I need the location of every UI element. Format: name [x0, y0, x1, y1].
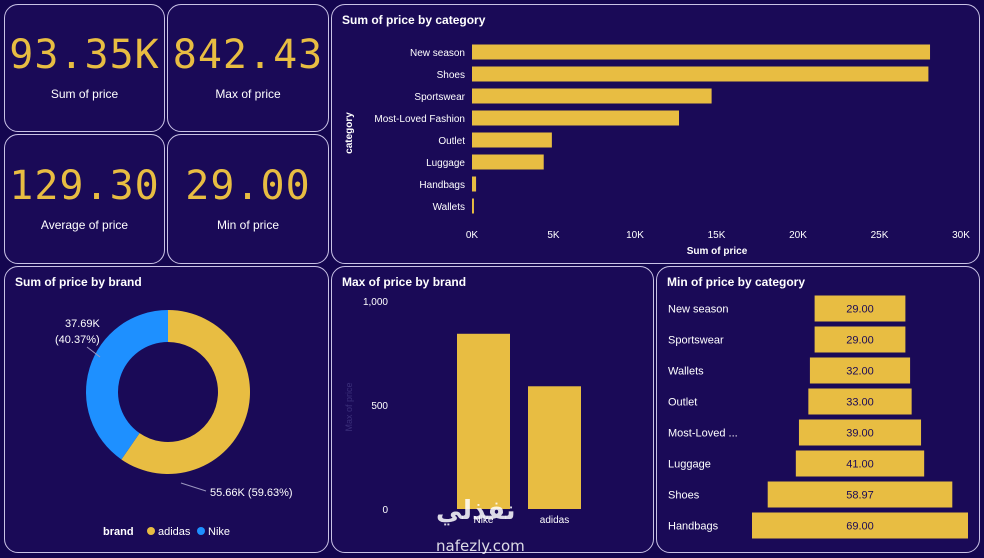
- chart-title: Sum of price by brand: [15, 275, 142, 289]
- legend-marker-adidas: [147, 527, 155, 535]
- funnel-data-label: 33.00: [846, 397, 874, 409]
- y-tick-label: 1,000: [363, 297, 388, 308]
- kpi-card-max-price: 842.43 Max of price: [167, 4, 329, 132]
- funnel-bar[interactable]: [809, 357, 911, 384]
- y-axis-title: category: [344, 112, 355, 154]
- x-axis-title: Sum of price: [687, 246, 748, 257]
- chart-max-by-brand: Max of price by brand Max of price 0 500 1…: [331, 266, 654, 553]
- funnel-bar[interactable]: [808, 388, 912, 415]
- x-category-label: Nike: [473, 515, 493, 526]
- kpi-card-sum-price: 93.35K Sum of price: [4, 4, 165, 132]
- category-label: Wallets: [433, 202, 465, 213]
- kpi-label: Max of price: [215, 87, 281, 101]
- funnel-data-label: 29.00: [846, 304, 874, 316]
- category-bar[interactable]: [472, 198, 474, 214]
- category-label: Sportswear: [414, 92, 465, 103]
- nike-leader-line: [86, 346, 101, 358]
- x-tick-label: 15K: [708, 230, 726, 241]
- legend-label-nike: Nike: [208, 526, 230, 538]
- category-label: Outlet: [438, 136, 465, 147]
- x-tick-label: 20K: [789, 230, 807, 241]
- kpi-card-min-price: 29.00 Min of price: [167, 134, 329, 264]
- funnel-bar[interactable]: [767, 481, 953, 508]
- category-label: Luggage: [426, 158, 465, 169]
- chart-title: Max of price by brand: [342, 275, 467, 289]
- y-tick-label: 0: [382, 505, 388, 516]
- funnel-category-label: Most-Loved ...: [668, 428, 738, 440]
- category-bar[interactable]: [472, 88, 712, 104]
- chart-sum-by-brand: Sum of price by brand 37.69K (40.37%) 55…: [4, 266, 329, 553]
- funnel-category-label: Shoes: [668, 490, 700, 502]
- funnel-category-label: New season: [668, 304, 729, 316]
- x-tick-label: 10K: [626, 230, 644, 241]
- adidas-leader-line: [180, 482, 207, 492]
- category-funnel-chart: New season 29.00 Sportswear 29.00 Wallets 32.…: [668, 295, 968, 539]
- category-bar[interactable]: [472, 110, 680, 126]
- x-category-label: adidas: [540, 515, 569, 526]
- funnel-bar[interactable]: [814, 326, 906, 353]
- chart-title: Min of price by category: [667, 275, 806, 289]
- donut-slice-adidas[interactable]: [121, 310, 250, 474]
- funnel-data-label: 58.97: [846, 490, 874, 502]
- brand-bar[interactable]: [457, 333, 510, 509]
- category-label: Shoes: [437, 70, 465, 81]
- brand-column-chart: Max of price 0 500 1,000 Nike adidas: [344, 297, 581, 526]
- kpi-card-average-price: 129.30 Average of price: [4, 134, 165, 264]
- legend-marker-nike: [197, 527, 205, 535]
- nike-value-label: 37.69K: [65, 318, 101, 330]
- category-bar[interactable]: [472, 154, 544, 170]
- funnel-bar[interactable]: [752, 512, 968, 539]
- x-tick-label: 0K: [466, 230, 479, 241]
- watermark-logo: نفذلي: [436, 496, 516, 526]
- category-bar[interactable]: [472, 132, 552, 148]
- funnel-data-label: 69.00: [846, 521, 874, 533]
- category-label: Handbags: [419, 180, 465, 191]
- kpi-value: 29.00: [185, 163, 311, 209]
- chart-title: Sum of price by category: [342, 13, 486, 27]
- category-bar-chart: category Sum of price New season Shoes Spo…: [344, 44, 970, 257]
- chart-min-by-category: Min of price by category New season 29.00…: [656, 266, 980, 553]
- category-label: New season: [410, 48, 465, 59]
- legend-label-adidas: adidas: [158, 526, 191, 538]
- funnel-category-label: Outlet: [668, 397, 697, 409]
- category-bar[interactable]: [472, 44, 931, 60]
- nike-percent-label: (40.37%): [55, 334, 100, 346]
- funnel-category-label: Luggage: [668, 459, 711, 471]
- x-tick-label: 25K: [871, 230, 889, 241]
- category-label: Most-Loved Fashion: [374, 114, 465, 125]
- y-axis-title: Max of price: [344, 382, 354, 431]
- category-bar[interactable]: [472, 176, 477, 192]
- brand-donut-chart: 37.69K (40.37%) 55.66K (59.63%) brand ad…: [55, 310, 293, 538]
- watermark-text: nafezly.com: [436, 537, 525, 555]
- funnel-bar[interactable]: [795, 450, 925, 477]
- kpi-label: Sum of price: [50, 87, 119, 101]
- brand-bar[interactable]: [528, 386, 581, 509]
- funnel-data-label: 41.00: [846, 459, 874, 471]
- kpi-label: Average of price: [40, 218, 129, 232]
- kpi-value: 129.30: [9, 163, 160, 209]
- chart-sum-by-category: Sum of price by category category Sum of…: [331, 4, 980, 264]
- funnel-data-label: 29.00: [846, 335, 874, 347]
- kpi-value: 842.43: [172, 32, 324, 78]
- kpi-label: Min of price: [216, 218, 280, 232]
- kpi-value: 93.35K: [9, 32, 160, 78]
- funnel-bar[interactable]: [798, 419, 922, 446]
- x-tick-label: 30K: [952, 230, 970, 241]
- funnel-data-label: 39.00: [846, 428, 874, 440]
- donut-slice-nike[interactable]: [86, 310, 168, 460]
- legend-title: brand: [103, 526, 134, 538]
- y-tick-label: 500: [371, 401, 388, 412]
- funnel-data-label: 32.00: [846, 366, 874, 378]
- category-bar[interactable]: [472, 66, 929, 82]
- funnel-category-label: Handbags: [668, 521, 719, 533]
- funnel-category-label: Sportswear: [668, 335, 724, 347]
- funnel-category-label: Wallets: [668, 366, 704, 378]
- funnel-bar[interactable]: [814, 295, 906, 322]
- x-tick-label: 5K: [547, 230, 560, 241]
- adidas-value-label: 55.66K (59.63%): [210, 487, 293, 499]
